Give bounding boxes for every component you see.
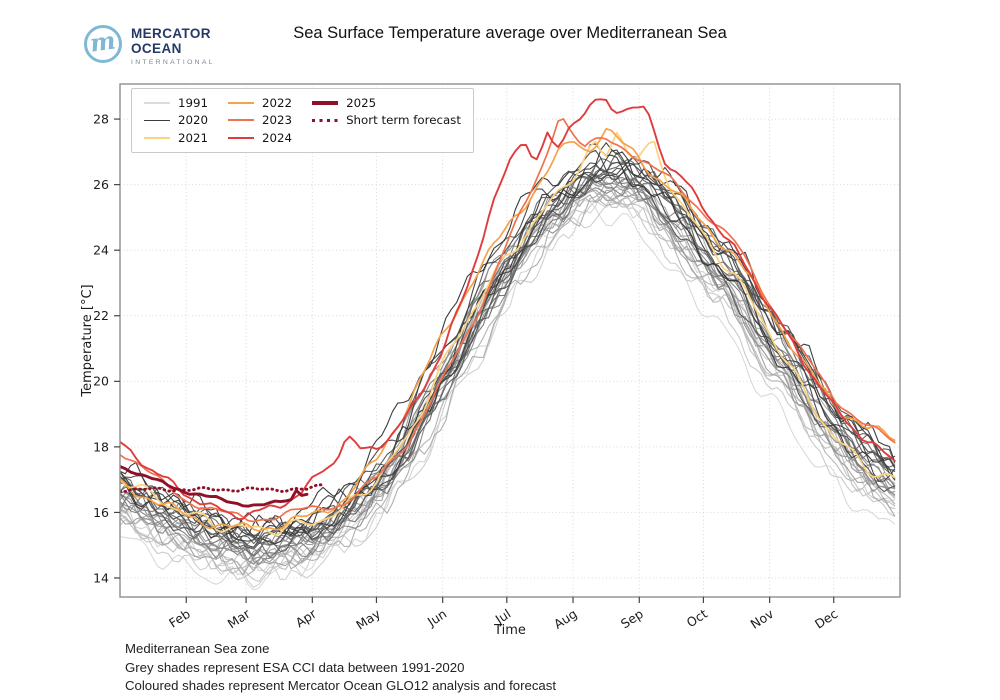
y-tick-label: 28 xyxy=(93,111,109,126)
series-2025-line xyxy=(120,465,309,508)
legend-swatch xyxy=(228,101,255,104)
grey-year-line-2002 xyxy=(120,180,896,563)
legend-label: Short term forecast xyxy=(346,113,461,128)
grey-year-line-2005 xyxy=(120,178,896,565)
series-2021-line xyxy=(120,131,896,536)
legend-label: 2022 xyxy=(262,95,293,110)
legend-item-2021: 2021 xyxy=(144,131,208,145)
legend-label: 1991 xyxy=(178,95,209,110)
grey-year-line-2020 xyxy=(120,143,896,539)
grey-year-line-2016 xyxy=(120,159,896,548)
legend-swatch xyxy=(144,119,170,121)
grey-year-line-1993 xyxy=(120,188,896,588)
y-tick-label: 20 xyxy=(93,374,109,389)
footer-notes: Mediterranean Sea zone Grey shades repre… xyxy=(125,640,556,696)
legend-label: 2021 xyxy=(178,130,209,145)
legend-swatch xyxy=(228,136,255,139)
plot-border xyxy=(119,83,901,598)
footer-coloured-note: Coloured shades represent Mercator Ocean… xyxy=(125,678,557,693)
y-tick-label: 24 xyxy=(93,243,109,258)
legend-swatch xyxy=(144,102,170,104)
legend-item-2020: 2020 xyxy=(144,113,208,127)
chart-title: Sea Surface Temperature average over Med… xyxy=(293,24,727,42)
logo-m-icon: m xyxy=(84,25,122,63)
x-tick-label: Jul xyxy=(492,606,514,627)
x-tick-label: Oct xyxy=(684,606,710,630)
x-tick-label: Aug xyxy=(551,606,580,632)
grey-year-line-2018 xyxy=(120,149,896,545)
legend-swatch xyxy=(312,101,339,105)
legend-item-2022: 2022 xyxy=(228,96,292,110)
x-tick-label: Jun xyxy=(424,606,449,630)
legend-item-2023: 2023 xyxy=(228,113,292,127)
x-tick-label: May xyxy=(353,606,383,633)
chart-legend: 1991 2020 2021 2022 2023 2024 2025 Short term f… xyxy=(131,88,474,153)
x-tick-label: Apr xyxy=(293,605,320,630)
legend-swatch xyxy=(228,119,255,122)
legend-swatch xyxy=(312,118,339,122)
footer-grey-note: Grey shades represent ESA CCI data betwe… xyxy=(125,659,465,675)
y-tick-label: 14 xyxy=(93,570,109,585)
x-tick-label: Nov xyxy=(748,606,777,632)
y-tick-label: 18 xyxy=(93,439,109,454)
footer-zone-note: Mediterranean Sea zone xyxy=(125,641,270,656)
grey-year-line-1994 xyxy=(120,197,896,583)
x-tick-label: Feb xyxy=(166,606,193,631)
series-lines xyxy=(120,98,896,591)
y-tick-label: 16 xyxy=(93,505,109,520)
mercator-ocean-logo: m MERCATOR OCEAN INTERNATIONAL xyxy=(84,25,215,66)
grey-year-line-2004 xyxy=(120,175,896,553)
legend-label: 2025 xyxy=(346,95,377,110)
logo-text: MERCATOR OCEAN INTERNATIONAL xyxy=(131,25,215,66)
legend-item-short-term-forecast: Short term forecast xyxy=(312,113,461,127)
legend-label: 2020 xyxy=(178,113,209,128)
legend-item-1991: 1991 xyxy=(144,96,208,110)
y-tick-label: 26 xyxy=(93,177,109,192)
legend-item-2024: 2024 xyxy=(228,131,292,145)
logo-line-ocean: OCEAN xyxy=(131,40,182,56)
grey-year-line-2010 xyxy=(120,157,896,557)
series-short-term-forecast-line xyxy=(120,483,325,493)
grey-year-line-2015 xyxy=(120,156,896,538)
legend-label: 2023 xyxy=(262,113,293,128)
grey-year-line-2019 xyxy=(120,142,896,536)
logo-line-international: INTERNATIONAL xyxy=(131,59,215,67)
series-2023-line xyxy=(120,118,896,523)
logo-line-mercator: MERCATOR xyxy=(131,26,211,41)
legend-item-2025: 2025 xyxy=(312,96,461,110)
x-tick-label: Dec xyxy=(812,606,841,632)
grey-year-line-2017 xyxy=(120,149,896,542)
x-tick-label: Sep xyxy=(618,606,646,631)
legend-label: 2024 xyxy=(262,130,293,145)
y-tick-label: 22 xyxy=(93,308,109,323)
legend-swatch xyxy=(144,136,170,139)
x-axis-label: Time xyxy=(493,623,526,638)
series-2024-line xyxy=(120,98,896,521)
x-tick-label: Mar xyxy=(225,605,254,631)
y-axis-label: Temperature [°C] xyxy=(80,284,95,397)
grey-year-line-2006 xyxy=(120,172,896,566)
